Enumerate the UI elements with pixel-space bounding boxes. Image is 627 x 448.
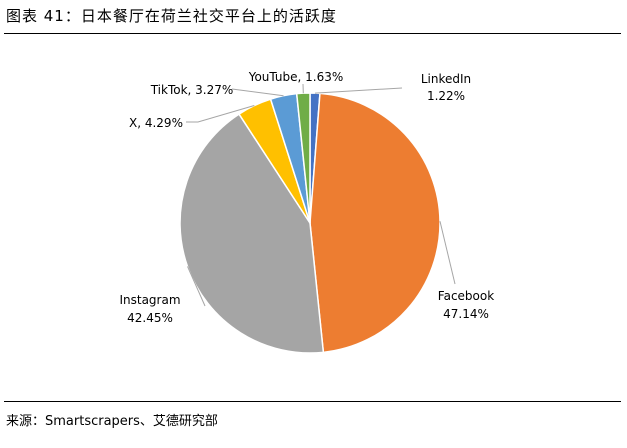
label-facebook-name: Facebook xyxy=(438,289,494,303)
source-divider xyxy=(4,401,621,402)
figure-title: 图表 41：日本餐厅在荷兰社交平台上的活跃度 xyxy=(6,7,337,25)
title-divider xyxy=(4,33,621,34)
label-facebook-value: 47.14% xyxy=(443,307,489,321)
label-linkedin-value: 1.22% xyxy=(427,89,465,103)
leader-line-facebook xyxy=(439,221,456,285)
pie-chart: LinkedIn 1.22% Facebook 47.14% Instagram… xyxy=(119,70,494,354)
label-x: X, 4.29% xyxy=(129,116,183,130)
figure-source: 来源：Smartscrapers、艾德研究部 xyxy=(6,414,218,429)
label-instagram-value: 42.45% xyxy=(127,311,173,325)
label-tiktok: TikTok, 3.27% xyxy=(150,83,234,97)
label-youtube: YouTube, 1.63% xyxy=(248,70,344,84)
pie-slice-facebook xyxy=(309,92,441,354)
label-linkedin-name: LinkedIn xyxy=(421,72,471,86)
pie-slices xyxy=(179,92,441,354)
label-instagram-name: Instagram xyxy=(119,293,180,307)
leader-line-linkedin xyxy=(314,87,403,94)
leader-line-x xyxy=(186,105,255,123)
leader-lines xyxy=(186,83,456,307)
leader-line-tiktok xyxy=(231,88,284,97)
pie-slice-instagram xyxy=(179,113,325,354)
leader-line-instagram xyxy=(187,266,206,307)
